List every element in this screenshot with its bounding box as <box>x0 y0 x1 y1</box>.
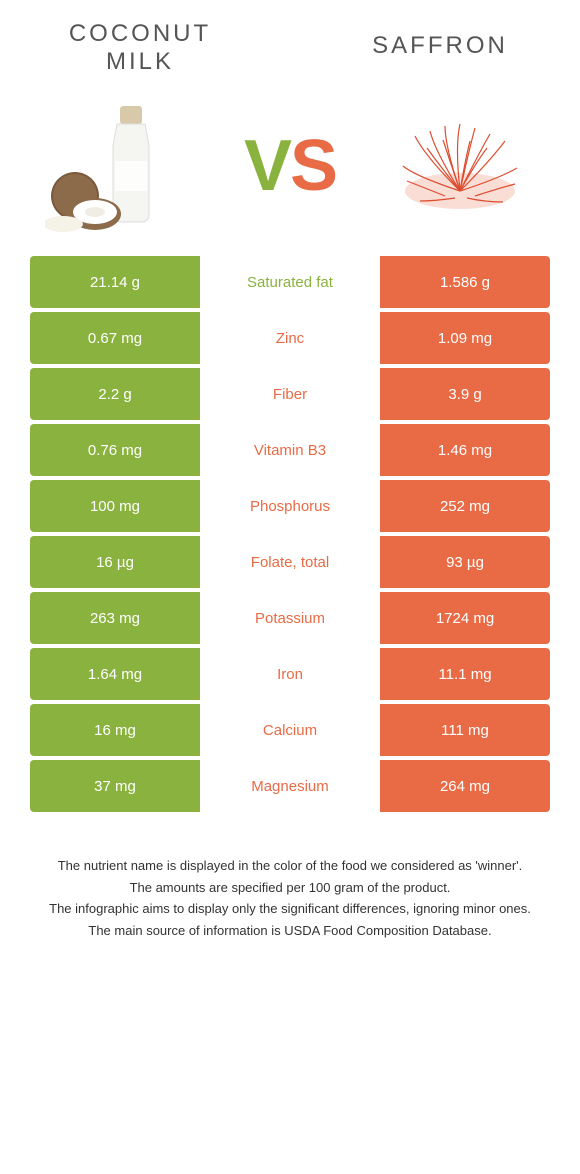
footer-line-4: The main source of information is USDA F… <box>40 921 540 941</box>
nutrient-label: Iron <box>200 648 380 700</box>
left-value: 16 µg <box>30 536 200 588</box>
images-row: VS <box>0 86 580 256</box>
table-row: 21.14 gSaturated fat1.586 g <box>30 256 550 308</box>
vs-v-letter: V <box>244 126 290 206</box>
left-value: 100 mg <box>30 480 200 532</box>
left-value: 0.76 mg <box>30 424 200 476</box>
nutrient-label: Phosphorus <box>200 480 380 532</box>
table-row: 100 mgPhosphorus252 mg <box>30 480 550 532</box>
footer-line-2: The amounts are specified per 100 gram o… <box>40 878 540 898</box>
left-value: 16 mg <box>30 704 200 756</box>
right-value: 252 mg <box>380 480 550 532</box>
left-value: 21.14 g <box>30 256 200 308</box>
right-value: 264 mg <box>380 760 550 812</box>
right-value: 11.1 mg <box>380 648 550 700</box>
vs-s-letter: S <box>290 126 336 206</box>
nutrient-label: Zinc <box>200 312 380 364</box>
nutrient-label: Fiber <box>200 368 380 420</box>
right-value: 1724 mg <box>380 592 550 644</box>
footer-notes: The nutrient name is displayed in the co… <box>0 816 580 962</box>
left-value: 0.67 mg <box>30 312 200 364</box>
table-row: 263 mgPotassium1724 mg <box>30 592 550 644</box>
left-value: 1.64 mg <box>30 648 200 700</box>
left-value: 37 mg <box>30 760 200 812</box>
right-value: 1.46 mg <box>380 424 550 476</box>
right-food-title: Saffron <box>340 32 540 76</box>
nutrient-label: Calcium <box>200 704 380 756</box>
table-row: 1.64 mgIron11.1 mg <box>30 648 550 700</box>
table-row: 2.2 gFiber3.9 g <box>30 368 550 420</box>
vs-label: VS <box>244 125 336 207</box>
left-value: 2.2 g <box>30 368 200 420</box>
right-value: 1.09 mg <box>380 312 550 364</box>
nutrient-label: Saturated fat <box>200 256 380 308</box>
nutrient-label: Folate, total <box>200 536 380 588</box>
header: Coconut milk Saffron <box>0 0 580 86</box>
table-row: 16 mgCalcium111 mg <box>30 704 550 756</box>
right-value: 93 µg <box>380 536 550 588</box>
left-value: 263 mg <box>30 592 200 644</box>
table-row: 16 µgFolate, total93 µg <box>30 536 550 588</box>
nutrient-label: Potassium <box>200 592 380 644</box>
footer-line-3: The infographic aims to display only the… <box>40 899 540 919</box>
coconut-milk-icon <box>40 96 200 236</box>
right-value: 111 mg <box>380 704 550 756</box>
table-row: 0.76 mgVitamin B31.46 mg <box>30 424 550 476</box>
footer-line-1: The nutrient name is displayed in the co… <box>40 856 540 876</box>
table-row: 0.67 mgZinc1.09 mg <box>30 312 550 364</box>
saffron-icon <box>380 96 540 236</box>
table-row: 37 mgMagnesium264 mg <box>30 760 550 812</box>
nutrient-label: Vitamin B3 <box>200 424 380 476</box>
right-value: 1.586 g <box>380 256 550 308</box>
right-value: 3.9 g <box>380 368 550 420</box>
nutrient-label: Magnesium <box>200 760 380 812</box>
comparison-table: 21.14 gSaturated fat1.586 g0.67 mgZinc1.… <box>0 256 580 812</box>
left-food-title: Coconut milk <box>40 20 240 76</box>
